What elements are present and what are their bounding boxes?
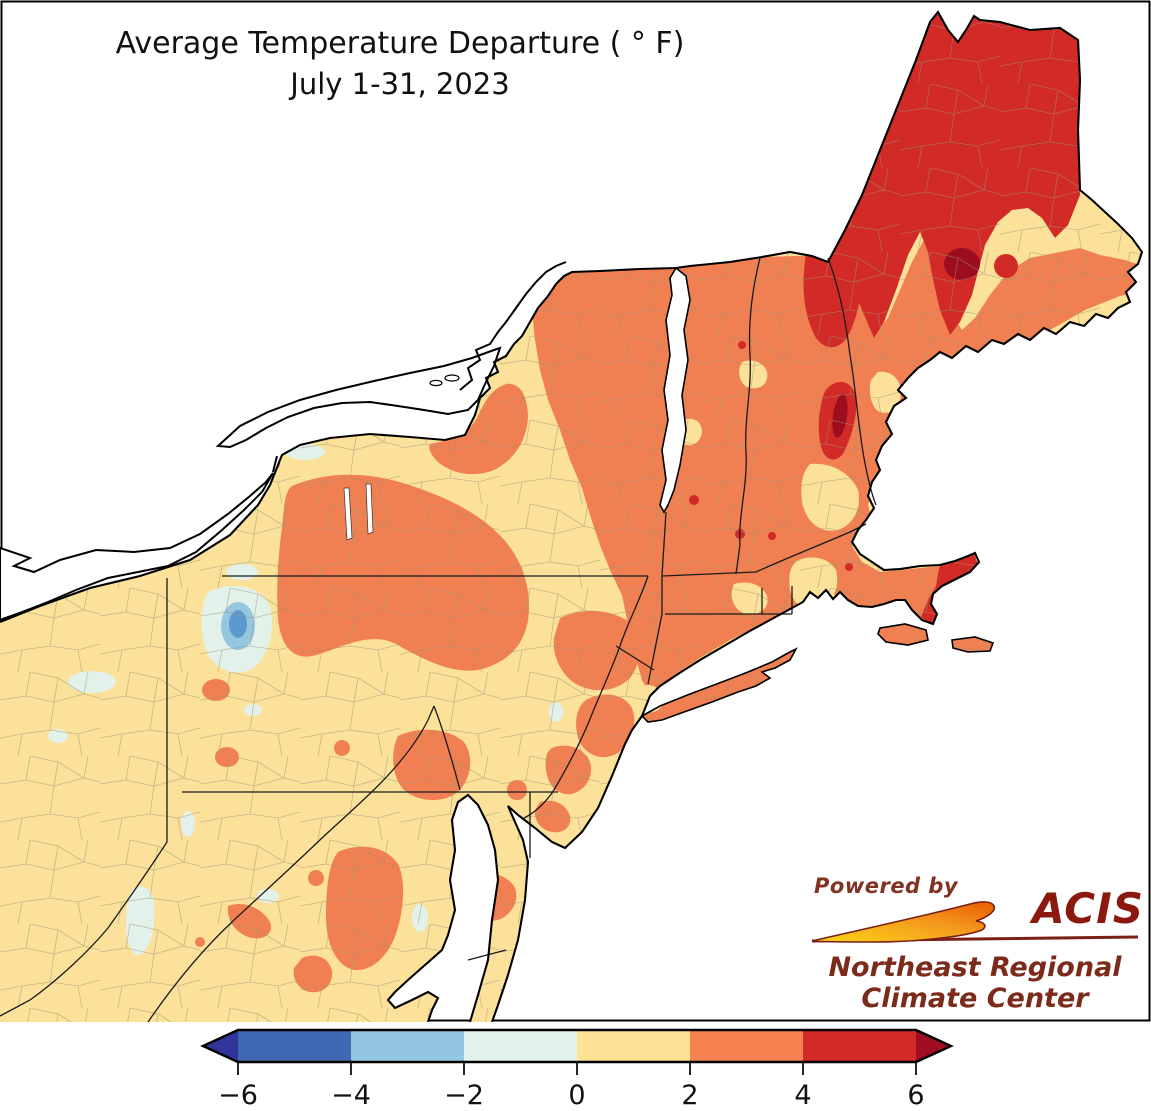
org-name: Northeast Regional Climate Center bbox=[804, 952, 1146, 1014]
colorbar-segment bbox=[238, 1030, 351, 1062]
colorbar-over-arrow bbox=[916, 1030, 951, 1062]
colorbar-tick-labels: −6 −4 −2 0 2 4 6 bbox=[218, 1080, 925, 1111]
map-frame bbox=[0, 0, 1151, 1022]
acis-swoosh-icon bbox=[811, 901, 1139, 943]
colorbar-segment bbox=[577, 1030, 690, 1062]
tick-label: −4 bbox=[331, 1080, 371, 1111]
map-title: Average Temperature Departure ( ° F) Jul… bbox=[45, 24, 755, 104]
finger-lakes bbox=[343, 483, 374, 541]
lake-champlain bbox=[659, 266, 691, 514]
colorbar-segments bbox=[203, 1030, 951, 1062]
tick-label: 4 bbox=[794, 1080, 811, 1111]
powered-by-label: Powered by bbox=[814, 874, 959, 898]
northeast-map bbox=[0, 0, 1151, 1022]
title-line-1: Average Temperature Departure ( ° F) bbox=[115, 26, 685, 61]
colorbar-segment bbox=[351, 1030, 464, 1062]
tick-label: 0 bbox=[568, 1080, 585, 1111]
acis-brand: ACIS bbox=[1032, 884, 1144, 933]
st-lawrence-bank bbox=[459, 261, 567, 391]
tick-label: −6 bbox=[218, 1080, 258, 1111]
colorbar-under-arrow bbox=[203, 1030, 238, 1062]
lake-ontario bbox=[215, 346, 502, 449]
colorbar: −6 −4 −2 0 2 4 6 bbox=[200, 1028, 954, 1111]
tick-label: 2 bbox=[681, 1080, 698, 1111]
county-lines bbox=[0, 12, 1142, 1022]
lake-erie bbox=[0, 472, 274, 622]
title-line-2: July 1-31, 2023 bbox=[290, 67, 510, 101]
acis-nrcc-logo: Powered by ACIS Northeast Regional Clima… bbox=[804, 872, 1146, 1018]
colorbar-segment bbox=[464, 1030, 577, 1062]
niagara-river bbox=[272, 455, 278, 473]
tick-label: −2 bbox=[444, 1080, 484, 1111]
colorbar-segment bbox=[690, 1030, 803, 1062]
tick-label: 6 bbox=[907, 1080, 924, 1111]
colorbar-segment bbox=[803, 1030, 916, 1062]
state-borders bbox=[0, 257, 877, 1022]
thousand-island bbox=[429, 379, 443, 387]
thousand-island bbox=[444, 374, 460, 382]
map-fill-layers bbox=[0, 12, 1142, 1022]
coastline bbox=[0, 10, 1144, 1022]
island-outlines bbox=[640, 623, 995, 723]
colorbar-ticks bbox=[237, 1062, 917, 1075]
org-line-1: Northeast Regional bbox=[828, 952, 1122, 983]
org-line-2: Climate Center bbox=[861, 983, 1089, 1015]
